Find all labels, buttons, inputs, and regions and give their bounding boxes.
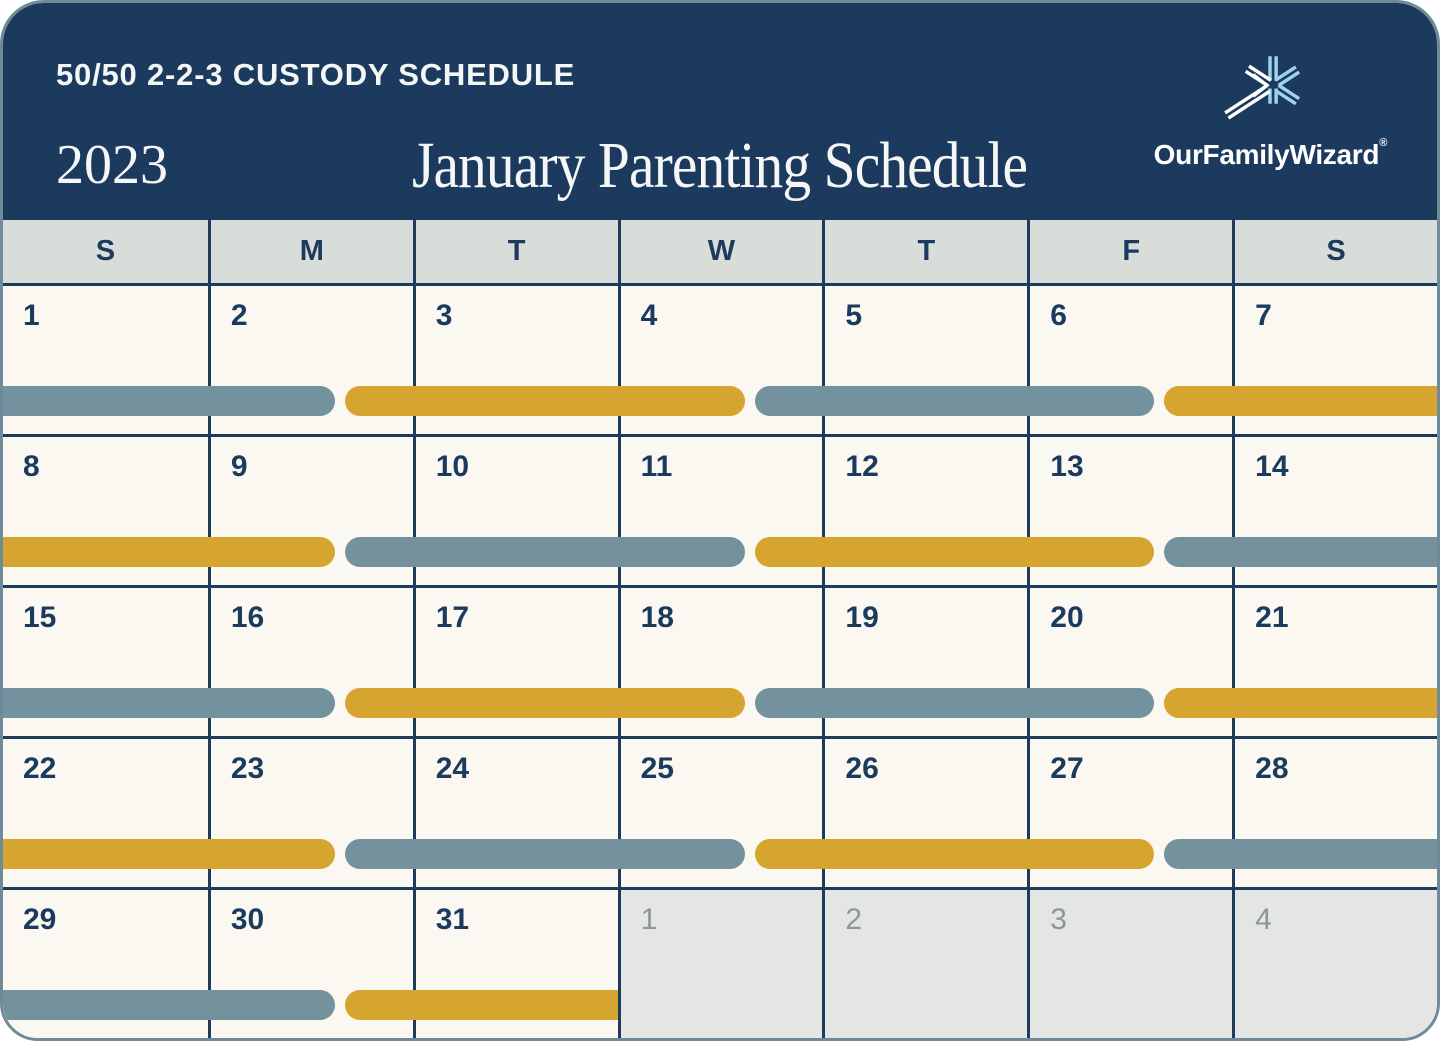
date-number: 8	[23, 450, 40, 483]
date-number: 17	[435, 601, 470, 634]
custody-bar-parent-a	[344, 536, 745, 567]
date-number: 23	[230, 752, 265, 785]
calendar-grid: 1 2 3 4 5 6 7 8 9 10 11 12 13 14 15 16 17 18 19 20 21 22 23 24 2…	[3, 286, 1437, 1038]
date-number: 21	[1255, 601, 1289, 634]
week-row: 8 9 10 11 12 13 14	[3, 434, 1437, 585]
date-number: 14	[1255, 450, 1289, 483]
date-number: 29	[23, 903, 57, 936]
week-row: 15 16 17 18 19 20 21	[3, 585, 1437, 736]
date-number: 9	[230, 450, 248, 483]
date-number: 15	[23, 601, 57, 634]
date-number: 16	[230, 601, 265, 634]
date-number: 10	[435, 450, 470, 483]
date-number: 13	[1050, 450, 1084, 483]
custody-bar-parent-b	[344, 989, 618, 1020]
custody-bar-parent-b	[344, 687, 745, 718]
custody-bar-parent-b	[1164, 385, 1437, 416]
custody-bar-parent-a	[754, 385, 1155, 416]
date-number: 30	[230, 903, 265, 936]
asterisk-logo-icon	[1224, 56, 1301, 120]
weekday-header: S	[95, 235, 116, 267]
weekday-header: S	[1232, 220, 1437, 283]
date-number: 3	[435, 299, 453, 332]
weekday-header: T	[412, 220, 618, 283]
date-number: 3	[1050, 903, 1067, 936]
date-number: 2	[845, 903, 863, 936]
date-number: 4	[1255, 903, 1272, 936]
date-number: 12	[845, 450, 879, 483]
date-number: 25	[640, 752, 674, 785]
custody-bar-parent-a	[3, 385, 335, 416]
date-number: 7	[1255, 299, 1272, 332]
registered-mark: ®	[1379, 137, 1387, 149]
custody-bar-parent-b	[3, 536, 335, 567]
week-row: 29 30 31 1 2 3 4	[3, 887, 1437, 1038]
date-number: 1	[23, 299, 40, 332]
day-cell-next-month: 2	[822, 890, 1028, 1038]
brand-logo: OurFamilyWizard®	[1154, 51, 1387, 171]
date-number: 18	[640, 601, 674, 634]
date-number: 19	[845, 601, 879, 634]
brand-name-text: OurFamilyWizard	[1153, 139, 1380, 170]
date-number: 31	[435, 903, 470, 936]
weekday-header: F	[1027, 220, 1232, 283]
date-number: 27	[1050, 752, 1084, 785]
weekday-header: M	[207, 220, 413, 283]
date-number: 28	[1255, 752, 1289, 785]
month-title-text: January Parenting Schedule	[412, 129, 1028, 202]
custody-bar-parent-b	[344, 385, 745, 416]
day-cell-next-month: 4	[1232, 890, 1437, 1038]
date-number: 22	[23, 752, 57, 785]
custody-bar-parent-a	[3, 687, 335, 718]
custody-bar-parent-a	[1164, 536, 1437, 567]
date-number: 20	[1050, 601, 1084, 634]
custody-bar-parent-b	[3, 838, 335, 869]
custody-bar-parent-a	[1164, 838, 1437, 869]
schedule-type-title: 50/50 2-2-3 CUSTODY SCHEDULE	[56, 57, 576, 92]
day-cell-next-month: 3	[1027, 890, 1233, 1038]
custody-bar-parent-a	[344, 838, 745, 869]
custody-bar-parent-b	[754, 536, 1155, 567]
day-cell-next-month: 1	[617, 890, 823, 1038]
week-row: 1 2 3 4 5 6 7	[3, 286, 1437, 434]
month-title: January Parenting Schedule	[3, 133, 1437, 199]
date-number: 1	[640, 903, 658, 936]
weekday-header: W	[617, 220, 823, 283]
date-number: 24	[435, 752, 470, 785]
date-number: 6	[1050, 299, 1067, 332]
date-number: 2	[230, 299, 248, 332]
custody-bar-parent-a	[3, 989, 335, 1020]
date-number: 11	[640, 450, 673, 483]
date-number: 5	[845, 299, 863, 332]
custody-bar-parent-a	[754, 687, 1155, 718]
week-row: 22 23 24 25 26 27 28	[3, 736, 1437, 887]
custody-bar-parent-b	[754, 838, 1155, 869]
date-number: 26	[845, 752, 879, 785]
date-number: 4	[640, 299, 658, 332]
custody-bar-parent-b	[1164, 687, 1437, 718]
year-label: 2023	[56, 134, 168, 196]
brand-name: OurFamilyWizard®	[1153, 137, 1388, 171]
weekday-header: T	[822, 220, 1027, 283]
header: 50/50 2-2-3 CUSTODY SCHEDULE 2023 Januar…	[3, 3, 1437, 220]
